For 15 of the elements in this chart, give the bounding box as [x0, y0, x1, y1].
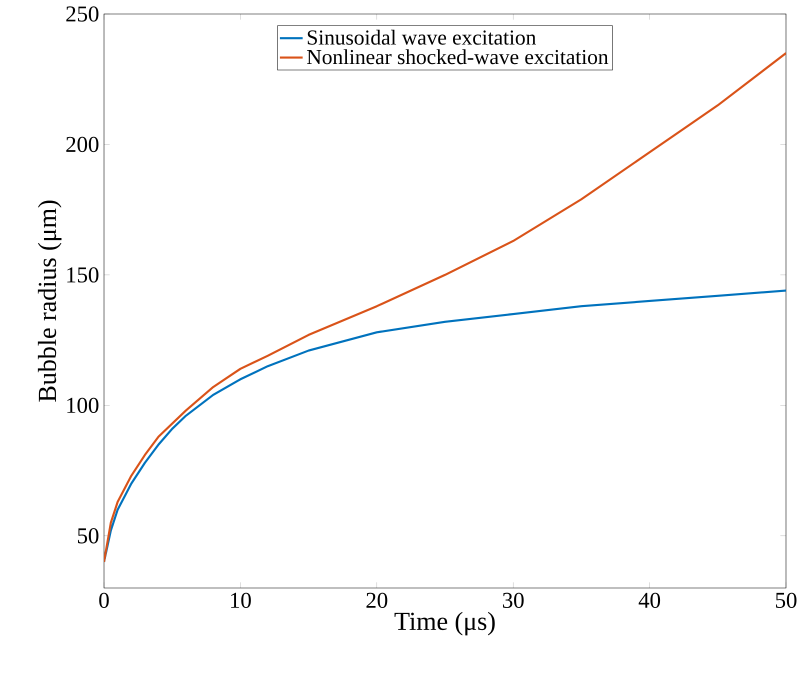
y-tick-label: 150 [67, 267, 98, 283]
x-tick-label: 0 [99, 592, 109, 608]
y-tick-label: 250 [66, 6, 98, 22]
y-tick-label: 200 [66, 136, 98, 152]
x-axis-title: Time (μs) [394, 612, 495, 636]
y-axis-title: Bubble radius (μm) [38, 200, 62, 402]
x-tick-label: 20 [366, 592, 388, 608]
x-tick-label: 50 [776, 592, 796, 608]
y-tick-label: 100 [67, 398, 98, 414]
x-tick-label: 30 [502, 592, 524, 608]
x-tick-label: 40 [638, 592, 660, 608]
legend-label: Nonlinear shocked-wave excitation [307, 49, 608, 64]
legend-label: Sinusoidal wave excitation [308, 30, 536, 45]
x-tick-label: 10 [231, 592, 251, 608]
y-tick-label: 50 [78, 528, 98, 544]
